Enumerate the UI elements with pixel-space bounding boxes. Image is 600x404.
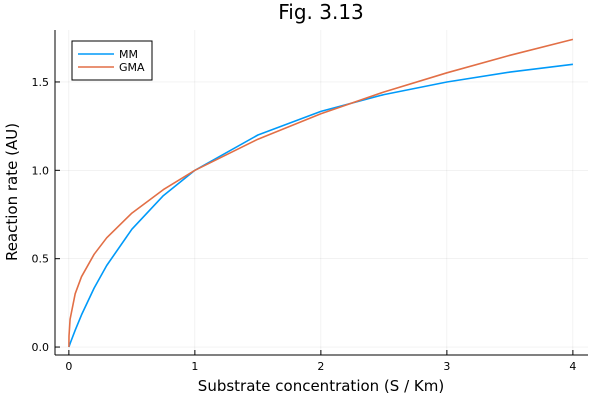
x-axis-label: Substrate concentration (S / Km) bbox=[198, 377, 444, 395]
y-tick-label: 0.5 bbox=[32, 253, 50, 266]
x-tick-label: 4 bbox=[569, 360, 576, 373]
series-group bbox=[68, 38, 574, 348]
x-tick-label: 1 bbox=[191, 360, 198, 373]
x-tick-label: 0 bbox=[65, 360, 72, 373]
legend: MM GMA bbox=[71, 40, 153, 81]
chart-title: Fig. 3.13 bbox=[278, 0, 364, 24]
y-tick-label: 0.0 bbox=[32, 341, 50, 354]
legend-label-mm: MM bbox=[119, 48, 138, 61]
series-line-gma bbox=[68, 38, 574, 348]
y-tick-label: 1.5 bbox=[32, 76, 50, 89]
x-tick-label: 3 bbox=[443, 360, 450, 373]
y-tick-label: 1.0 bbox=[32, 164, 50, 177]
y-axis-label: Reaction rate (AU) bbox=[3, 123, 21, 261]
ticks: 0 1 2 3 4 0.0 0.5 1.0 1.5 bbox=[32, 76, 577, 373]
series-line-mm bbox=[68, 63, 573, 348]
legend-box bbox=[71, 40, 153, 81]
grid bbox=[55, 30, 588, 355]
legend-label-gma: GMA bbox=[119, 61, 145, 74]
x-tick-label: 2 bbox=[317, 360, 324, 373]
